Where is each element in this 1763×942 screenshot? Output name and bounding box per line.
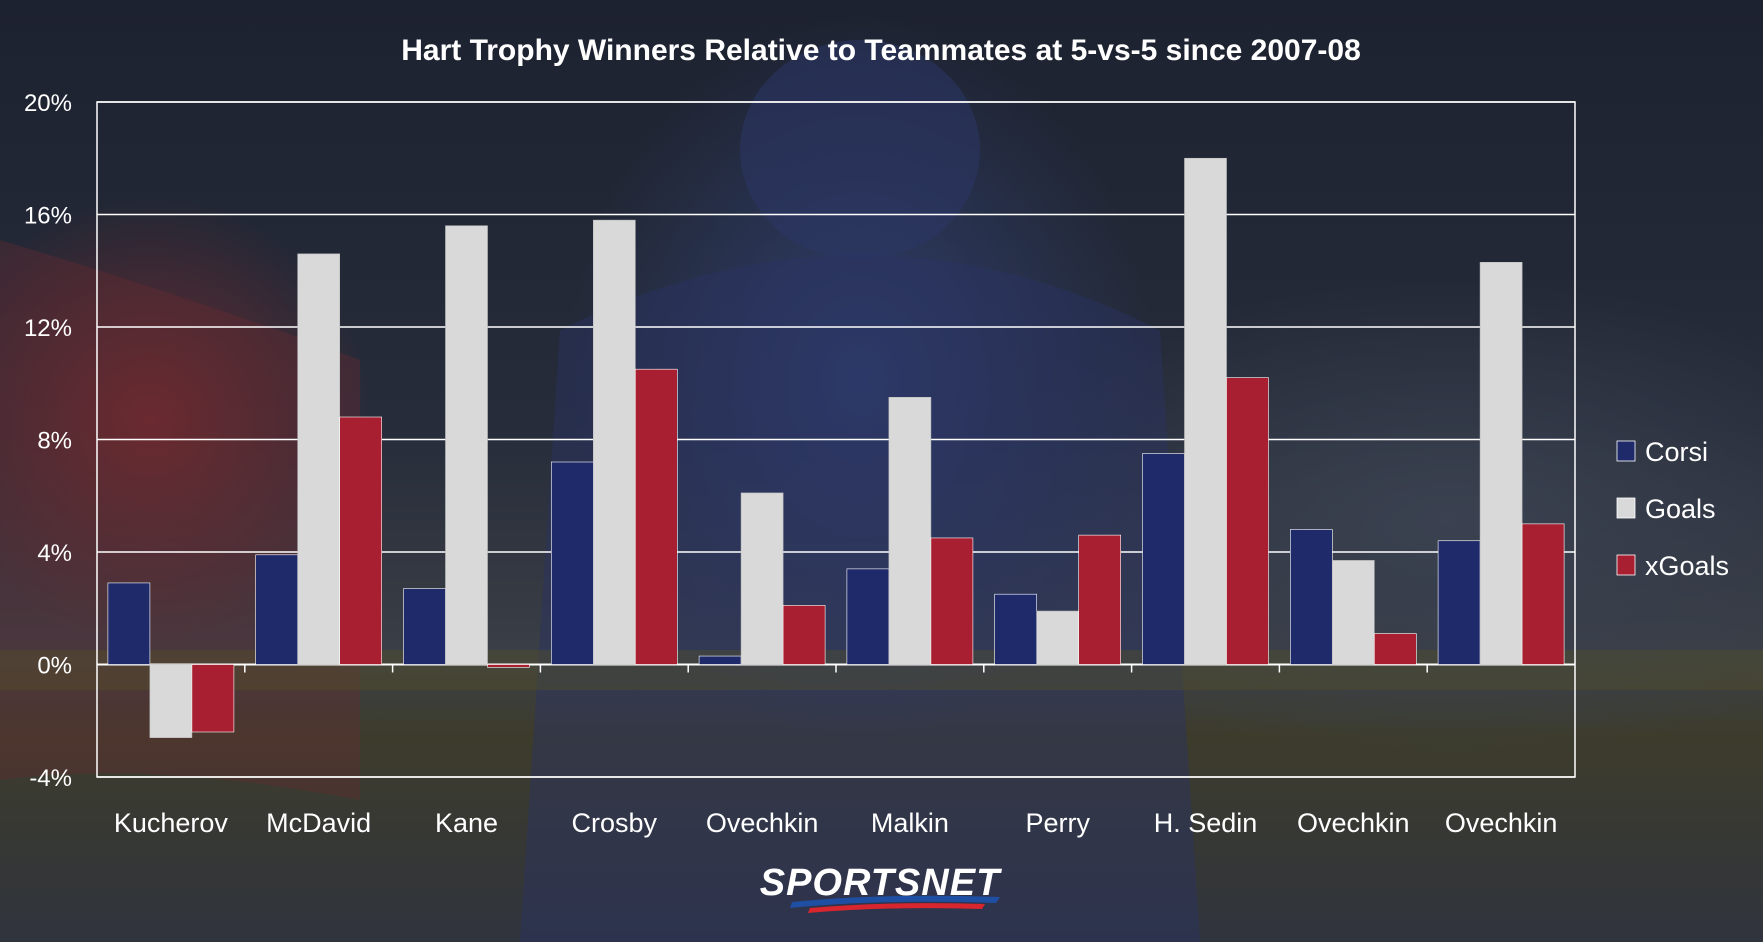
x-category-label: Malkin <box>871 808 949 838</box>
bar-xgoals-8 <box>1374 633 1417 665</box>
x-category-label: Crosby <box>572 808 658 838</box>
bar-xgoals-9 <box>1521 523 1565 665</box>
bar-goals-4 <box>740 492 784 665</box>
bar-goals-2 <box>445 225 488 665</box>
y-tick-label: 16% <box>24 203 72 230</box>
bar-xgoals-1 <box>339 416 383 665</box>
x-category-label: Ovechkin <box>1445 808 1558 838</box>
bar-corsi-0 <box>107 582 151 665</box>
bar-goals-9 <box>1479 262 1523 665</box>
bar-goals-6 <box>1036 610 1079 665</box>
chart-title: Hart Trophy Winners Relative to Teammate… <box>401 34 1361 67</box>
bar-corsi-5 <box>846 568 890 665</box>
logo-swoosh-red <box>808 903 985 913</box>
x-category-label: Perry <box>1025 808 1090 838</box>
bar-goals-5 <box>888 397 932 665</box>
bar-goals-1 <box>297 253 341 665</box>
bar-xgoals-0 <box>191 664 235 733</box>
x-category-label: McDavid <box>266 808 371 838</box>
bar-corsi-4 <box>698 655 742 665</box>
legend-swatch-goals <box>1616 497 1636 519</box>
y-tick-label: 20% <box>24 90 72 117</box>
logo-swoosh-blue <box>790 895 1000 908</box>
x-category-label: H. Sedin <box>1154 808 1258 838</box>
bar-goals-8 <box>1332 560 1375 665</box>
x-category-label: Kucherov <box>114 808 229 838</box>
x-category-label: Kane <box>435 808 498 838</box>
legend-label-goals: Goals <box>1645 494 1716 524</box>
bar-corsi-2 <box>403 588 446 665</box>
bar-xgoals-3 <box>634 368 678 665</box>
bar-xgoals-7 <box>1226 377 1269 665</box>
bar-corsi-6 <box>994 593 1038 665</box>
bar-corsi-8 <box>1290 529 1333 665</box>
legend-swatch-xgoals <box>1616 554 1636 576</box>
bar-corsi-1 <box>255 554 298 665</box>
bar-corsi-9 <box>1437 540 1481 665</box>
bar-goals-7 <box>1184 157 1227 665</box>
y-tick-label: 12% <box>24 315 72 342</box>
y-tick-label: 4% <box>37 540 72 567</box>
bar-xgoals-4 <box>782 605 826 665</box>
y-tick-label: 8% <box>37 428 72 455</box>
y-tick-label: 0% <box>37 653 72 680</box>
bar-xgoals-5 <box>930 537 974 665</box>
bar-xgoals-6 <box>1078 534 1121 665</box>
legend-swatch-corsi <box>1616 440 1636 462</box>
x-category-label: Ovechkin <box>1297 808 1410 838</box>
bar-xgoals-2 <box>487 664 530 668</box>
bar-goals-3 <box>592 219 636 665</box>
y-tick-label: -4% <box>29 765 72 792</box>
bar-goals-0 <box>149 664 193 738</box>
legend: Corsi Goals xGoals <box>1616 437 1729 581</box>
x-category-label: Ovechkin <box>706 808 819 838</box>
plot-area: -4% 0% 4% 8% 12% 16% 20% Kucherov McDavid Kane Cro… <box>24 90 1576 838</box>
bar-corsi-3 <box>550 461 594 665</box>
legend-label-corsi: Corsi <box>1645 437 1708 467</box>
legend-label-xgoals: xGoals <box>1645 551 1729 581</box>
sportsnet-logo: SPORTSNET <box>760 862 1001 913</box>
bar-corsi-7 <box>1142 453 1185 665</box>
